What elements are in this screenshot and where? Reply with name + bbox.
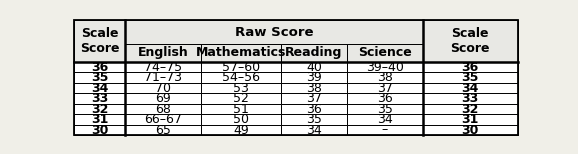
Bar — [347, 93, 423, 104]
Text: 51: 51 — [233, 103, 249, 116]
Text: 66–67: 66–67 — [144, 113, 182, 126]
Bar — [201, 62, 281, 72]
Text: 70: 70 — [155, 81, 171, 95]
Bar — [201, 93, 281, 104]
Text: Raw Score: Raw Score — [235, 26, 313, 39]
Text: 69: 69 — [155, 92, 171, 105]
Text: 31: 31 — [91, 113, 109, 126]
Bar — [125, 93, 201, 104]
Text: 65: 65 — [155, 124, 171, 137]
Text: 38: 38 — [306, 81, 322, 95]
Text: 39: 39 — [306, 71, 322, 84]
Bar — [423, 72, 518, 83]
Text: 34: 34 — [377, 113, 393, 126]
Text: 36: 36 — [462, 61, 479, 73]
Bar — [75, 104, 125, 114]
Text: 34: 34 — [91, 81, 109, 95]
Text: 53: 53 — [233, 81, 249, 95]
Bar — [75, 114, 125, 125]
Bar — [281, 44, 347, 62]
Bar — [75, 62, 125, 72]
Text: –: – — [382, 124, 388, 137]
Text: Reading: Reading — [286, 46, 343, 59]
Bar — [423, 104, 518, 114]
Bar — [125, 114, 201, 125]
Bar — [423, 114, 518, 125]
Text: Science: Science — [358, 46, 412, 59]
Text: 49: 49 — [233, 124, 249, 137]
Bar — [125, 62, 201, 72]
Bar — [75, 125, 125, 135]
Bar — [347, 83, 423, 93]
Text: 50: 50 — [233, 113, 249, 126]
Bar — [423, 20, 518, 62]
Text: 30: 30 — [91, 124, 109, 137]
Bar — [125, 83, 201, 93]
Text: 34: 34 — [306, 124, 322, 137]
Text: 40: 40 — [306, 61, 322, 73]
Bar — [75, 72, 125, 83]
Bar — [281, 104, 347, 114]
Text: 38: 38 — [377, 71, 393, 84]
Text: 37: 37 — [377, 81, 393, 95]
Bar — [125, 104, 201, 114]
Text: Scale
Score: Scale Score — [450, 27, 490, 55]
Bar — [347, 62, 423, 72]
Text: 68: 68 — [155, 103, 171, 116]
Bar — [201, 44, 281, 62]
Text: Scale
Score: Scale Score — [80, 27, 120, 55]
Bar — [347, 114, 423, 125]
Bar — [423, 125, 518, 135]
Text: 54–56: 54–56 — [222, 71, 260, 84]
Bar — [75, 83, 125, 93]
Bar — [125, 125, 201, 135]
Bar — [75, 20, 125, 62]
Text: 35: 35 — [377, 103, 393, 116]
Text: Mathematics: Mathematics — [195, 46, 286, 59]
Bar — [423, 62, 518, 72]
Bar — [201, 104, 281, 114]
Bar — [281, 125, 347, 135]
Text: 52: 52 — [233, 92, 249, 105]
Bar — [75, 93, 125, 104]
Bar — [281, 93, 347, 104]
Text: 71–73: 71–73 — [144, 71, 182, 84]
Text: 32: 32 — [91, 103, 109, 116]
Text: 33: 33 — [91, 92, 109, 105]
Text: 35: 35 — [306, 113, 322, 126]
Text: 74–75: 74–75 — [144, 61, 182, 73]
Bar — [347, 125, 423, 135]
Bar — [281, 114, 347, 125]
Bar — [201, 72, 281, 83]
Text: 34: 34 — [462, 81, 479, 95]
Bar — [281, 62, 347, 72]
Bar — [201, 83, 281, 93]
Bar — [281, 83, 347, 93]
Text: 36: 36 — [306, 103, 322, 116]
Text: 32: 32 — [462, 103, 479, 116]
Text: 57–60: 57–60 — [222, 61, 260, 73]
Bar — [201, 114, 281, 125]
Text: 36: 36 — [377, 92, 393, 105]
Bar — [423, 93, 518, 104]
Bar — [125, 44, 201, 62]
Bar — [347, 72, 423, 83]
Bar — [347, 44, 423, 62]
Bar — [125, 20, 423, 44]
Text: 33: 33 — [462, 92, 479, 105]
Bar — [423, 83, 518, 93]
Text: 31: 31 — [462, 113, 479, 126]
Text: 35: 35 — [91, 71, 109, 84]
Text: 35: 35 — [462, 71, 479, 84]
Text: 37: 37 — [306, 92, 322, 105]
Bar — [347, 104, 423, 114]
Text: English: English — [138, 46, 188, 59]
Bar — [125, 72, 201, 83]
Bar — [201, 125, 281, 135]
Bar — [281, 72, 347, 83]
Text: 36: 36 — [91, 61, 109, 73]
Text: 30: 30 — [462, 124, 479, 137]
Text: 39–40: 39–40 — [366, 61, 404, 73]
